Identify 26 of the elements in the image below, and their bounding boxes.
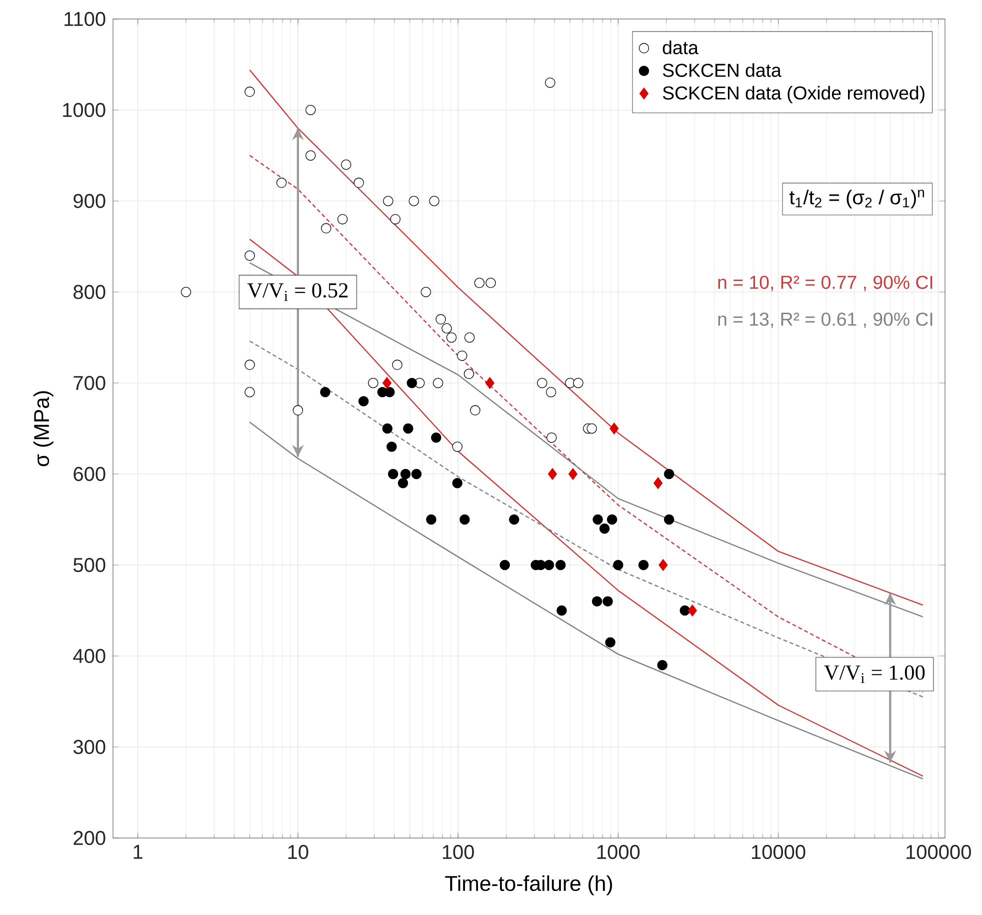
y-tick-label: 200 [74,830,106,846]
y-tick-label: 1000 [63,102,106,118]
y-tick-label: 300 [73,740,106,754]
annotation: V/V$_{i}$ = 0.52 [247,283,348,301]
x-tick-label: 1 [134,844,142,859]
y-tick-label: 400 [73,648,106,664]
x-tick-label: 10000 [752,844,806,860]
y-axis-title: σ (MPa) [33,391,54,466]
x-tick-label: 100000 [906,844,971,860]
y-tick-label: 1100 [64,12,106,26]
y-tick-label: 600 [74,466,106,482]
y-tick-label: 500 [73,558,106,572]
legend-label: SCKCEN data (Oxide removed) [662,86,924,104]
y-tick-label: 900 [74,194,106,208]
x-tick-label: 100 [442,844,474,860]
text: n = 13, R² = 0.61 , 90% CI [718,312,932,328]
x-tick-label: 1000 [597,844,640,860]
y-tick-label: 700 [74,376,106,390]
x-axis-title: Time-to-failure (h) [445,875,612,896]
x-tick-label: 10 [288,844,308,860]
y-tick-label: 800 [74,284,106,300]
text: n = 10, R² = 0.77 , 90% CI [718,276,932,292]
legend-label: data [662,40,698,54]
annotation: V/V$_{i}$ = 1.00 [824,665,925,684]
text: t$_{1}$/t$_{2}$ = (σ$_{2}$ / σ$_{1}$)$^{n}$ [789,190,924,208]
legend-label: SCKCEN data [662,63,782,77]
